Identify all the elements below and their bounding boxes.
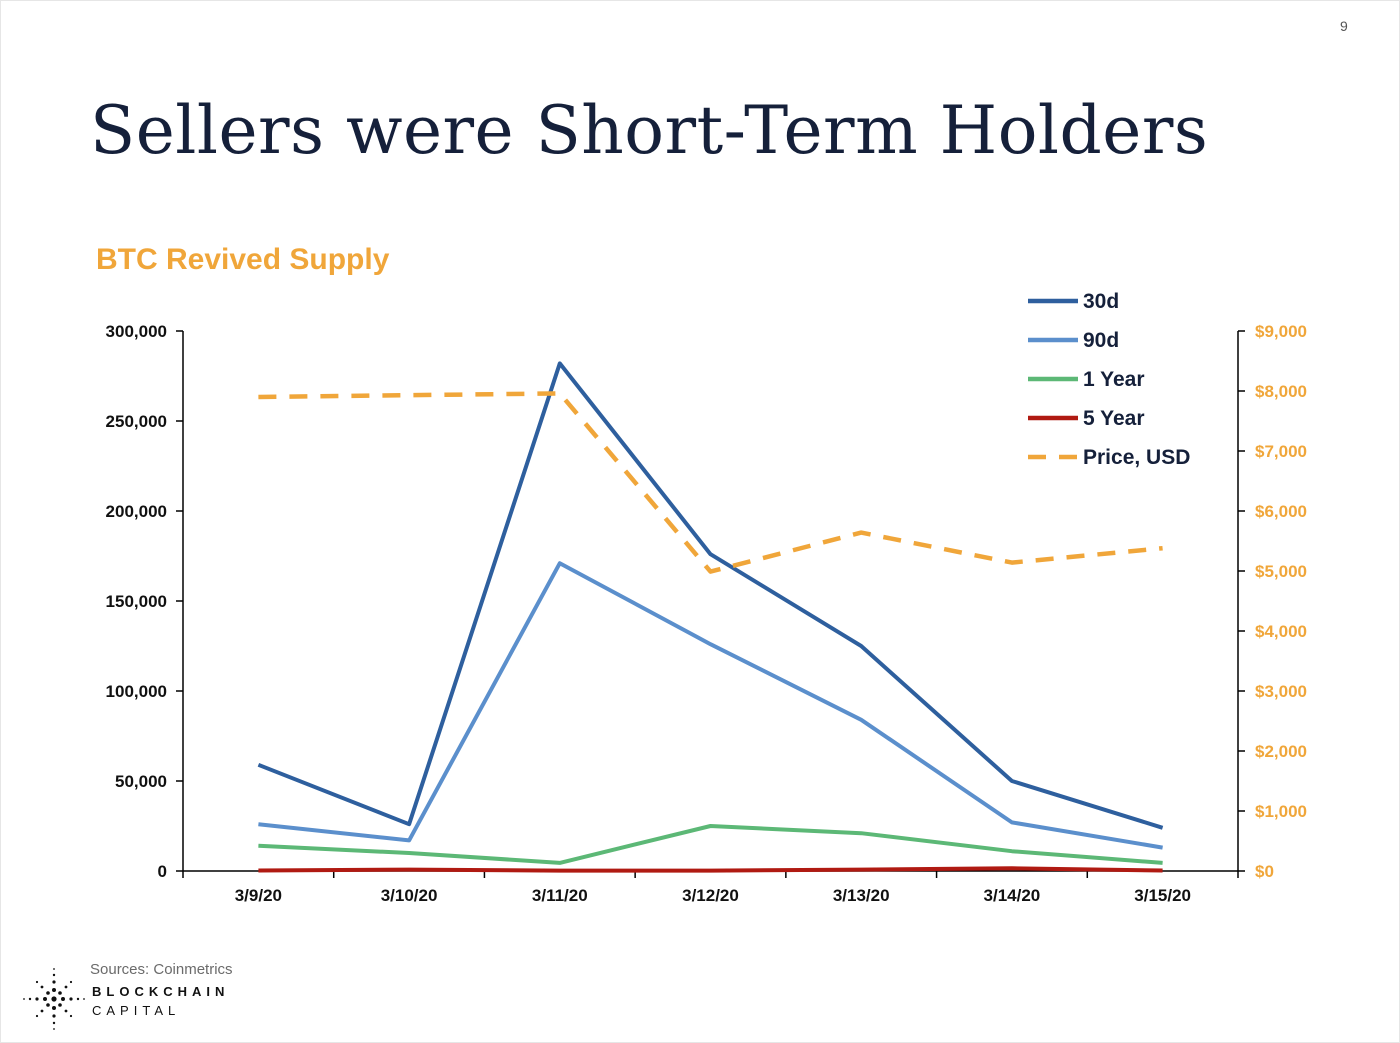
x-axis: 3/9/20 3/10/20 3/11/20 3/12/20 3/13/20 3/14/2…: [182, 870, 1239, 905]
y-left-tick-label: 100,000: [106, 682, 167, 701]
y-right-tick-label: $6,000: [1255, 502, 1307, 521]
legend: 30d 90d 1 Year 5 Year Price, USD: [1028, 290, 1190, 469]
page-number: 9: [1340, 18, 1348, 34]
y-left-tick-label: 0: [158, 862, 167, 881]
x-tick-label: 3/13/20: [833, 886, 890, 905]
slide-title: Sellers were Short-Term Holders: [90, 92, 1209, 169]
y-axis-right: $0 $1,000 $2,000 $3,000 $4,000 $5,000 $6,000 $7…: [1237, 322, 1307, 881]
y-right-tick-label: $7,000: [1255, 442, 1307, 461]
legend-label: 30d: [1083, 290, 1119, 313]
blockchain-capital-logo: BLOCKCHAIN CAPITAL: [20, 965, 260, 1035]
legend-label: 5 Year: [1083, 407, 1145, 430]
y-left-tick-label: 50,000: [115, 772, 167, 791]
x-tick-label: 3/11/20: [532, 886, 588, 905]
starburst-icon: [23, 968, 85, 1030]
y-right-tick-label: $1,000: [1255, 802, 1307, 821]
series-layer: [257, 361, 1164, 873]
y-left-tick-label: 200,000: [106, 502, 167, 521]
logo-word-blockchain: BLOCKCHAIN: [92, 984, 230, 999]
legend-label: Price, USD: [1083, 446, 1190, 469]
y-left-tick-label: 150,000: [106, 592, 167, 611]
y-left-tick-label: 300,000: [106, 322, 167, 341]
y-right-tick-label: $2,000: [1255, 742, 1307, 761]
series-line-1-year: [258, 824, 1163, 865]
y-right-tick-label: $3,000: [1255, 682, 1307, 701]
y-right-tick-label: $5,000: [1255, 562, 1307, 581]
series-line-price-usd: [258, 391, 1163, 574]
x-tick-label: 3/14/20: [984, 886, 1041, 905]
x-tick-label: 3/10/20: [381, 886, 438, 905]
y-right-tick-label: $4,000: [1255, 622, 1307, 641]
logo-word-capital: CAPITAL: [92, 1003, 181, 1018]
x-tick-label: 3/12/20: [682, 886, 739, 905]
x-tick-label: 3/9/20: [235, 886, 282, 905]
y-right-tick-label: $0: [1255, 862, 1274, 881]
x-tick-label: 3/15/20: [1134, 886, 1191, 905]
series-line-30d: [257, 361, 1164, 830]
series-line-5-year: [258, 866, 1163, 873]
series-line-90d: [258, 561, 1163, 850]
source-note: Sources: Coinmetrics: [90, 961, 233, 978]
y-axis-left: 0 50,000 100,000 150,000 200,000 250,000 300,0…: [106, 322, 184, 881]
y-right-tick-label: $9,000: [1255, 322, 1307, 341]
legend-label: 1 Year: [1083, 368, 1145, 391]
legend-label: 90d: [1083, 329, 1119, 352]
y-left-tick-label: 250,000: [106, 412, 167, 431]
chart-title: BTC Revived Supply: [96, 243, 390, 276]
y-right-tick-label: $8,000: [1255, 382, 1307, 401]
